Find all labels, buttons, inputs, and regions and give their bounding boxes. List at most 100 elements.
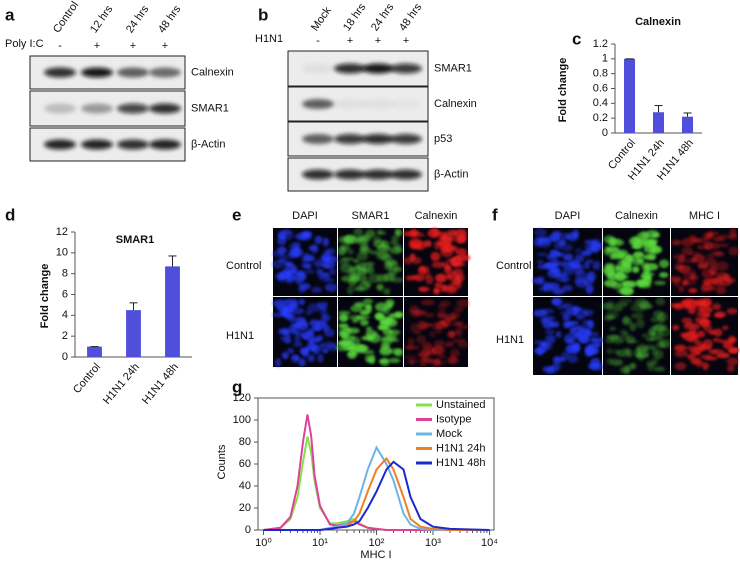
cell — [617, 259, 626, 267]
cell — [651, 331, 664, 337]
cell — [713, 312, 724, 318]
cell — [619, 329, 628, 335]
micrograph — [533, 297, 605, 375]
cell — [338, 323, 349, 329]
cell — [360, 275, 368, 284]
band-label: Calnexin — [434, 98, 477, 110]
lane-label: 12 hrs — [88, 3, 116, 35]
cell — [609, 314, 616, 320]
cell — [722, 325, 729, 331]
band — [302, 134, 334, 144]
cell — [643, 277, 651, 282]
blot-strip — [287, 121, 429, 157]
lane-sign: + — [375, 35, 381, 47]
blot-strip — [29, 90, 186, 127]
cell — [293, 356, 300, 361]
cell — [583, 261, 591, 270]
cell — [592, 260, 601, 270]
cell — [411, 232, 425, 238]
y-axis-label: Fold change — [39, 264, 51, 329]
cell — [533, 309, 548, 317]
band — [117, 103, 149, 114]
micrograph — [402, 228, 471, 296]
panel-letter: e — [232, 205, 241, 224]
cell — [614, 265, 621, 272]
cell — [392, 338, 400, 343]
cell — [437, 303, 448, 311]
cell — [690, 357, 701, 364]
cell — [307, 328, 314, 335]
cell — [355, 316, 366, 321]
cell — [409, 238, 422, 248]
cell — [319, 272, 330, 282]
cell — [321, 341, 336, 349]
cell — [356, 251, 368, 261]
cell — [605, 357, 615, 365]
cell — [342, 334, 356, 342]
channel-label: DAPI — [555, 210, 581, 222]
cell — [572, 342, 581, 351]
cell — [340, 263, 353, 274]
legend-label: H1N1 24h — [436, 442, 486, 454]
cell — [617, 288, 631, 294]
cell — [376, 229, 383, 236]
cell — [562, 267, 574, 276]
cell — [309, 336, 322, 344]
cell — [552, 288, 565, 295]
cell — [603, 279, 618, 288]
bar — [681, 116, 694, 133]
cell — [674, 264, 685, 271]
cell — [609, 251, 616, 260]
cell — [316, 319, 327, 328]
cell — [632, 266, 640, 273]
cell — [615, 271, 626, 282]
cell — [674, 362, 687, 371]
cell — [293, 330, 302, 338]
panel-letter: b — [258, 5, 268, 24]
cell — [302, 333, 310, 341]
cell — [537, 344, 549, 352]
cell — [443, 343, 455, 348]
x-tick-label: H1N1 24h — [101, 361, 142, 407]
cell — [304, 262, 312, 270]
bar — [165, 266, 180, 357]
y-tick-label: 0 — [62, 351, 68, 363]
cell — [446, 229, 459, 237]
y-tick-label: 60 — [239, 458, 251, 470]
y-tick-label: 6 — [62, 288, 68, 300]
cell — [424, 312, 436, 318]
y-tick-label: 0.6 — [593, 82, 608, 94]
cell — [447, 330, 456, 339]
panel-letter: f — [492, 205, 498, 224]
cell — [633, 251, 645, 259]
cell — [632, 236, 641, 246]
cell — [379, 346, 393, 356]
cell — [728, 233, 738, 240]
cell — [292, 273, 306, 281]
cell — [612, 306, 624, 312]
cell — [335, 344, 350, 352]
cell — [439, 243, 453, 253]
cell — [681, 317, 693, 324]
cell — [616, 349, 630, 358]
cell — [338, 313, 349, 322]
cell — [587, 363, 600, 370]
cell — [700, 284, 708, 294]
cell — [567, 354, 579, 364]
cell — [536, 259, 544, 265]
cell — [589, 242, 603, 252]
cell — [609, 326, 617, 331]
x-axis-label: MHC I — [360, 549, 391, 561]
band — [44, 67, 76, 78]
row-label: H1N1 — [226, 330, 254, 342]
micrograph — [532, 227, 603, 296]
cell — [553, 357, 566, 362]
cell — [313, 259, 324, 268]
lane-label: 18 hrs — [341, 1, 369, 33]
cell — [353, 227, 363, 237]
cell — [454, 328, 461, 336]
cell — [346, 285, 354, 295]
cell — [374, 302, 389, 312]
cell — [453, 306, 464, 313]
cell — [650, 316, 659, 323]
